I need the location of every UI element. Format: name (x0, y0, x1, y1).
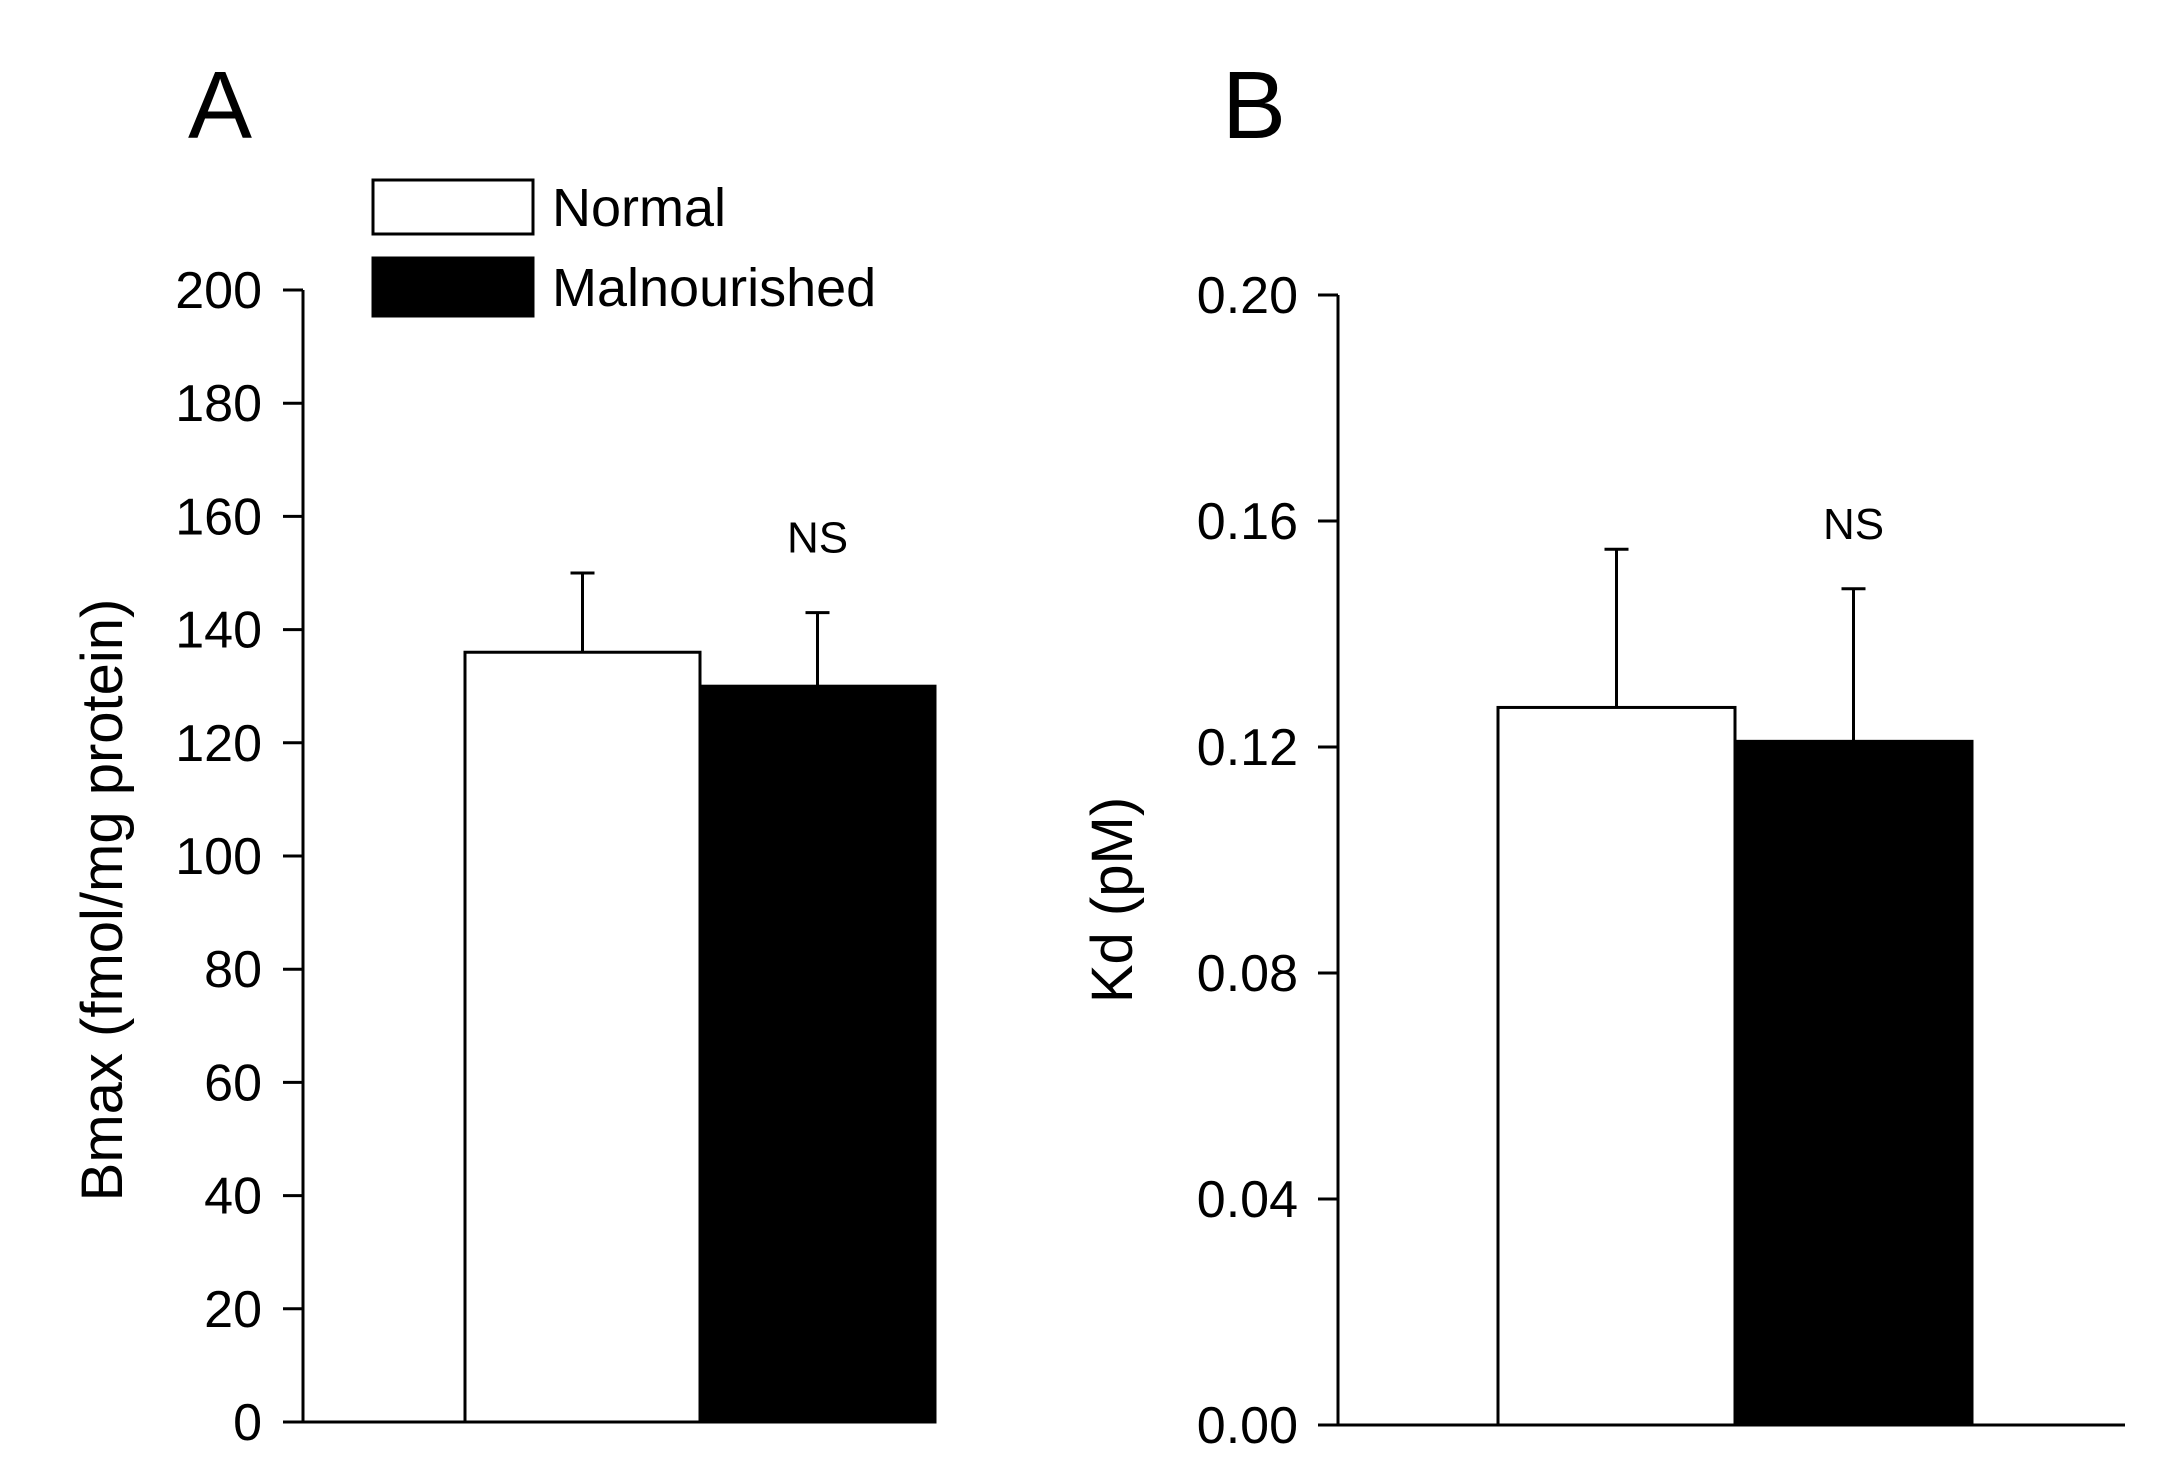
y-tick-label: 180 (175, 375, 262, 433)
legend-swatch-normal (371, 178, 535, 236)
bar-malnourished (698, 684, 937, 1424)
legend-label-malnourished: Malnourished (552, 258, 876, 318)
significance-label: NS (1823, 500, 1884, 549)
panel-a: A Bmax (fmol/mg protein) Normal Malnouri… (70, 52, 937, 1452)
y-tick-label: 40 (204, 1168, 262, 1226)
y-tick-label: 0.00 (1197, 1397, 1298, 1455)
bar-normal (1496, 705, 1737, 1427)
y-tick-label: 0.04 (1197, 1171, 1298, 1229)
panel-label: B (1222, 52, 1286, 159)
bar-malnourished (1733, 739, 1974, 1427)
y-tick-label: 160 (175, 488, 262, 546)
significance-label: NS (787, 514, 848, 563)
y-tick-label: 120 (175, 715, 262, 773)
y-tick-label: 0.16 (1197, 493, 1298, 551)
legend: Normal Malnourished (371, 178, 876, 318)
legend-label-normal: Normal (552, 178, 726, 238)
y-tick-label: 0.08 (1197, 945, 1298, 1003)
bar-normal (463, 650, 702, 1424)
legend-swatch-malnourished (371, 256, 535, 318)
y-axis-title: Kd (pM) (1080, 797, 1145, 1003)
y-axis-title: Bmax (fmol/mg protein) (70, 599, 135, 1202)
y-tick-label: 80 (204, 941, 262, 999)
y-tick-label: 60 (204, 1054, 262, 1112)
y-tick-label: 0 (233, 1394, 262, 1452)
y-tick-label: 200 (175, 262, 262, 320)
y-tick-label: 20 (204, 1281, 262, 1339)
y-tick-label: 0.20 (1197, 267, 1298, 325)
y-tick-label: 0.12 (1197, 719, 1298, 777)
panel-label: A (188, 52, 252, 159)
y-tick-label: 140 (175, 602, 262, 660)
y-tick-label: 100 (175, 828, 262, 886)
panel-b: B Kd (pM) 0.00 0.04 0.08 0.12 0.16 0.20 NS (1080, 52, 2125, 1455)
